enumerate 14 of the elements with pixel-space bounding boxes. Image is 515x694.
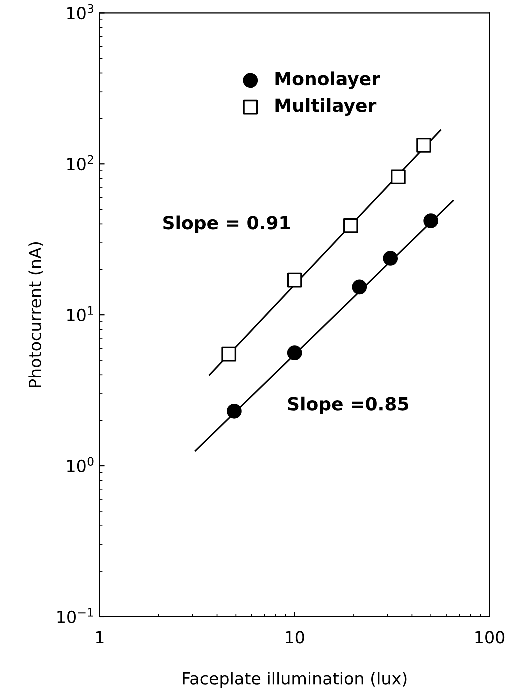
x-tick-label: 10 bbox=[286, 631, 304, 644]
y-tick-label: 10$^{3}$ bbox=[68, 4, 94, 20]
x-tick-label: 100 bbox=[476, 631, 505, 644]
y-tick-label: 10$^{0}$ bbox=[68, 457, 94, 472]
x-axis-title: Faceplate illumination (lux) bbox=[183, 672, 407, 688]
annotation: Slope = 0.91 bbox=[164, 216, 290, 234]
x-tick-label: 1 bbox=[96, 631, 104, 644]
y-tick-label: 10$^{−1}$ bbox=[58, 608, 94, 624]
legend-label: Monolayer bbox=[276, 72, 380, 90]
y-tick-label: 10$^{2}$ bbox=[68, 155, 94, 171]
y-axis-title: Photocurrent (nA) bbox=[28, 242, 44, 388]
y-tick-label: 10$^{1}$ bbox=[68, 306, 94, 322]
annotation: Slope =0.85 bbox=[288, 396, 409, 414]
legend-label: Multilayer bbox=[276, 98, 377, 116]
